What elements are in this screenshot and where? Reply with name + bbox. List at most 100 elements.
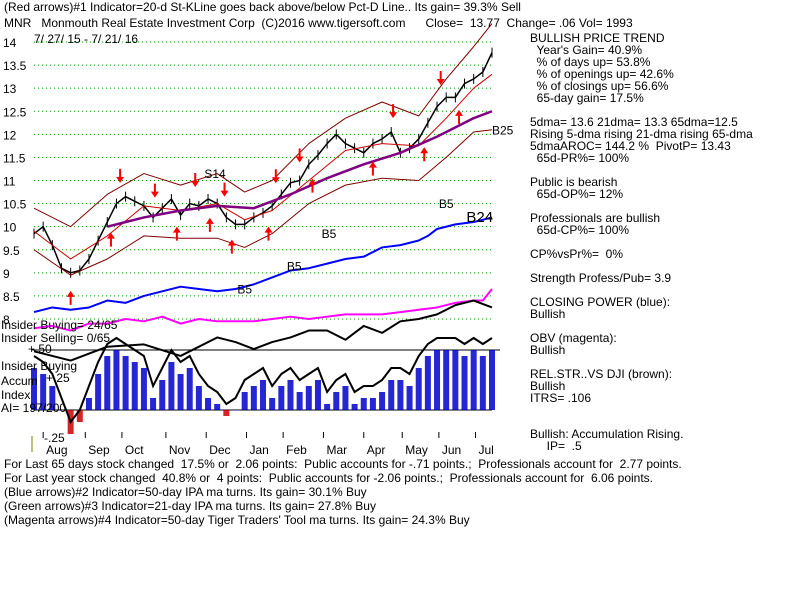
stats-line: Bullish	[530, 343, 566, 357]
accum-bar	[461, 356, 468, 410]
price-grid	[34, 41, 492, 320]
accum-bar	[122, 356, 129, 410]
stats-line: % of closings up= 56.6%	[530, 79, 669, 93]
stats-line: REL.STR..VS DJI (brown):	[530, 367, 673, 381]
y-tick-label: 10	[3, 221, 17, 235]
y-tick-label: 12.5	[3, 105, 27, 119]
footer-line: (Blue arrows)#2 Indicator=50-day IPA ma …	[4, 485, 367, 499]
accum-bar	[177, 374, 184, 410]
accum-plus-25-label: +.25	[46, 371, 70, 385]
accum-bar	[131, 362, 138, 410]
month-axis: Aug Sep Oct Nov Dec Jan Feb Mar Apr May Jun Jul	[31, 432, 494, 457]
series-price	[33, 52, 493, 274]
accum-bar	[324, 404, 331, 410]
stats-line: 5dmaAROC= 144.2 % PivotP= 13.43	[530, 139, 731, 153]
accum-bar	[241, 392, 248, 410]
accum-bar	[452, 350, 459, 410]
footer-line: For Last 65 days stock changed 17.5% or …	[4, 457, 682, 471]
stats-line: 65d-OP%= 12%	[530, 187, 624, 201]
series-lower-band	[33, 129, 493, 276]
stats-line: Year's Gain= 40.9%	[530, 43, 643, 57]
month-label: May	[405, 443, 428, 457]
stats-line: % of openings up= 42.6%	[530, 67, 674, 81]
accum-bar	[406, 386, 413, 410]
accum-bar	[85, 398, 92, 410]
accum-bar	[260, 380, 266, 410]
month-label: Mar	[326, 443, 347, 457]
arrow-down-icon	[436, 70, 445, 85]
indicator-1-description: (Red arrows)#1 Indicator=20-d St-KLine g…	[4, 0, 521, 14]
accum-bar	[333, 392, 340, 410]
accum-bar	[470, 350, 477, 410]
y-tick-label: 9.5	[3, 244, 20, 258]
date-range: 7/ 27/ 15 - 7/ 21/ 16	[34, 32, 139, 46]
month-label: Jun	[442, 443, 461, 457]
price-axis: 8 8.5 9 9.5 10 10.5 11 11.5 12 12.5 13 13.5 14	[3, 36, 27, 327]
series-obv	[33, 288, 493, 332]
stats-line: Public is bearish	[530, 175, 618, 189]
y-tick-label: 11	[3, 175, 16, 189]
signal-label: B24	[466, 209, 493, 226]
ai-value: AI= 197/200	[1, 401, 67, 415]
accum-bar	[150, 398, 157, 410]
y-tick-label: 13	[3, 82, 17, 96]
arrow-up-icon	[368, 161, 377, 176]
signal-arrows	[66, 70, 464, 305]
accum-bar	[113, 350, 120, 410]
accum-bar	[214, 404, 221, 410]
stats-line: % of days up= 53.8%	[530, 55, 651, 69]
arrow-up-icon	[308, 178, 317, 193]
signal-label: B5	[322, 227, 337, 241]
month-label: Feb	[286, 443, 307, 457]
accum-bar	[278, 386, 285, 410]
accum-bar	[159, 380, 166, 410]
accum-bar	[397, 380, 404, 410]
accum-bar	[479, 356, 486, 410]
stats-line: Professionals are bullish	[530, 211, 661, 225]
accum-bar	[424, 356, 431, 410]
accum-bar	[186, 368, 193, 410]
signal-label: B5	[287, 260, 302, 274]
accum-bar	[342, 386, 349, 410]
accum-plus-50-label: +.50	[28, 342, 52, 356]
accum-bar	[195, 386, 202, 410]
y-tick-label: 8.5	[3, 290, 20, 304]
month-label: Sep	[88, 443, 110, 457]
y-tick-label: 11.5	[3, 151, 26, 165]
accum-bar	[40, 374, 47, 410]
accum-bar	[58, 410, 65, 411]
stats-line: Strength Profess/Pub= 3.9	[530, 271, 672, 285]
arrow-up-icon	[420, 147, 429, 162]
arrow-up-icon	[106, 232, 115, 247]
accum-bar	[360, 398, 367, 410]
y-tick-label: 12	[3, 128, 17, 142]
series-65-dma	[106, 110, 493, 228]
accum-bar	[489, 350, 495, 410]
series-upper-band	[33, 23, 493, 228]
arrow-down-icon	[295, 148, 304, 163]
accum-bar	[269, 398, 276, 410]
series-lines	[33, 23, 493, 362]
series-21-dma	[33, 73, 493, 260]
accum-bar	[443, 350, 450, 410]
accum-bar	[95, 374, 102, 410]
arrow-up-icon	[205, 217, 214, 232]
stats-line: 5dma= 13.6 21dma= 13.3 65dma=12.5	[530, 115, 738, 129]
arrow-up-icon	[172, 226, 181, 241]
month-label: Nov	[169, 443, 190, 457]
month-label: Jan	[250, 443, 269, 457]
stock-title-line: MNR Monmouth Real Estate Investment Corp…	[4, 16, 633, 30]
arrow-down-icon	[389, 104, 398, 119]
signal-annotations: S14 B5 B5 B5 B5 B24 B25	[204, 123, 513, 296]
month-label: Jul	[479, 443, 494, 457]
arrow-up-icon	[66, 290, 75, 305]
accum-line	[33, 336, 493, 425]
stats-line: Rising 5-dma rising 21-dma rising 65-dma	[530, 127, 753, 141]
accum-bar	[49, 386, 56, 410]
accum-bar	[434, 350, 441, 410]
arrow-up-icon	[227, 239, 236, 254]
accum-bar	[296, 392, 303, 410]
footer-line: (Green arrows)#3 Indicator=21-day IPA ma…	[4, 499, 376, 513]
accum-bar	[369, 398, 376, 410]
